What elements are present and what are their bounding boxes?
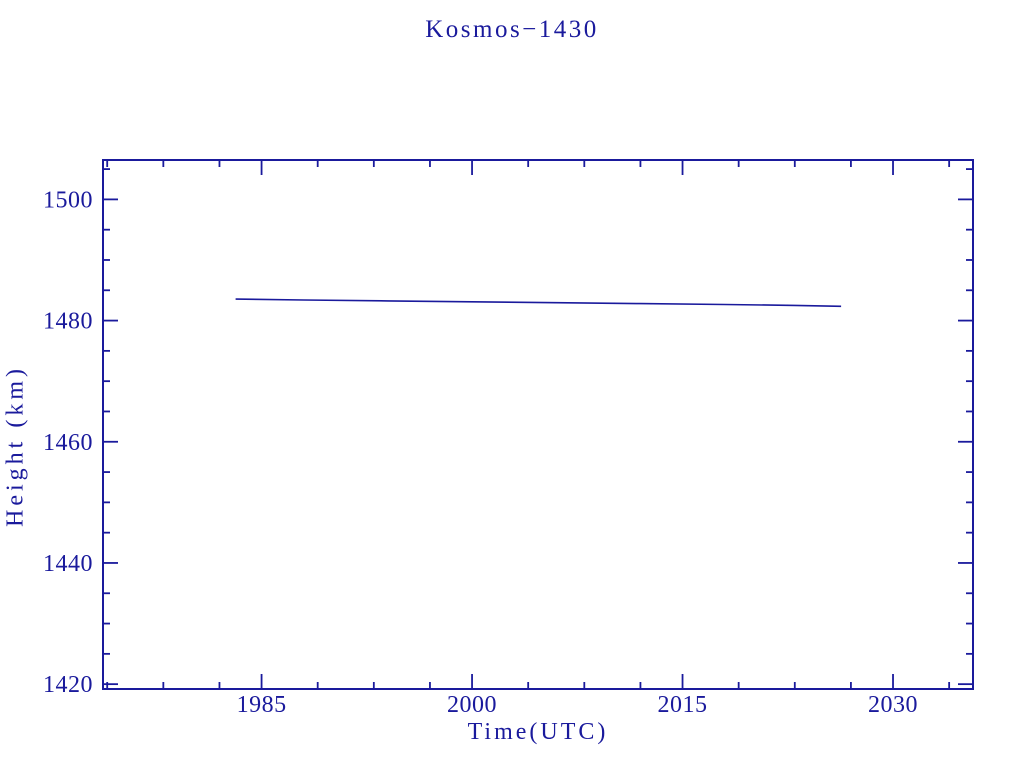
x-tick-label: 2015 [658, 692, 708, 718]
y-tick-label: 1480 [43, 309, 93, 335]
plot-box [102, 159, 974, 690]
y-tick-label: 1500 [43, 187, 93, 213]
chart-title: Kosmos−1430 [425, 16, 599, 43]
y-axis-label: Height (km) [2, 365, 29, 527]
x-tick-label: 2000 [447, 692, 497, 718]
y-tick-label: 1440 [43, 551, 93, 577]
y-tick-label: 1460 [43, 430, 93, 456]
x-axis-label: Time(UTC) [467, 719, 609, 745]
x-tick-label: 1985 [237, 692, 287, 718]
x-tick-label: 2030 [868, 692, 918, 718]
height-series-line [235, 298, 842, 308]
y-tick-label: 1420 [43, 672, 93, 698]
